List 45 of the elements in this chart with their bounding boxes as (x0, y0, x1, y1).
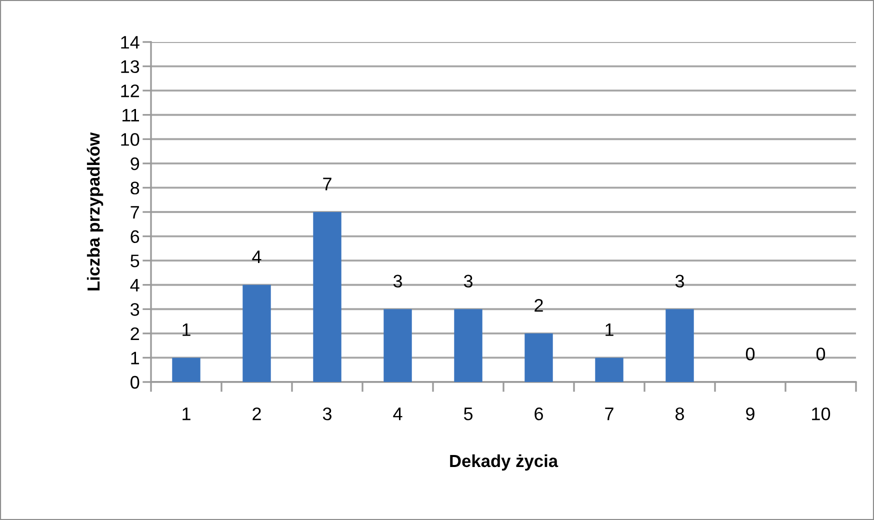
x-tick-label: 3 (322, 407, 332, 420)
data-label: 1 (182, 323, 190, 336)
y-tick-label: 7 (130, 206, 139, 219)
x-tick-label: 2 (252, 407, 261, 420)
y-tick-label: 2 (130, 327, 139, 340)
y-tick-label: 12 (121, 84, 139, 98)
bar (524, 333, 553, 382)
y-tick-label: 6 (130, 230, 140, 244)
data-label: 4 (252, 250, 262, 264)
data-label: 0 (816, 348, 826, 360)
x-tick-label: 9 (746, 407, 754, 420)
y-tick-label: 13 (121, 60, 140, 74)
data-label: 7 (323, 178, 332, 190)
x-tick-label: 7 (605, 408, 614, 420)
y-axis-title: Liczba przypadków (86, 132, 104, 290)
y-tick-label: 0 (130, 376, 140, 389)
x-tick-label: 8 (676, 407, 684, 420)
bar (172, 358, 200, 382)
bar (313, 212, 342, 382)
y-tick-label: 14 (121, 36, 140, 49)
bar (384, 309, 412, 382)
bar (595, 358, 624, 382)
y-tick-label: 5 (130, 254, 140, 268)
data-label: 1 (606, 323, 614, 336)
data-label: 0 (746, 348, 755, 360)
y-tick-label: 9 (130, 157, 140, 170)
bar (242, 284, 271, 382)
x-tick-label: 10 (812, 407, 830, 420)
data-label: 3 (675, 274, 684, 288)
x-tick-label: 1 (182, 408, 190, 420)
y-tick-label: 3 (130, 303, 140, 316)
y-tick-label: 8 (130, 182, 140, 194)
x-tick-label: 6 (534, 407, 543, 420)
y-tick-label: 4 (130, 278, 140, 292)
y-tick-label: 11 (122, 108, 140, 122)
y-tick-label: 1 (131, 352, 140, 364)
data-label: 3 (393, 274, 402, 288)
bar (666, 309, 694, 382)
x-tick-label: 5 (464, 408, 473, 420)
data-label: 2 (534, 299, 543, 312)
y-tick-label: 10 (121, 133, 140, 146)
x-tick-label: 4 (393, 408, 402, 420)
x-axis-title: Dekady życia (450, 454, 558, 471)
bar (454, 309, 482, 382)
data-label: 3 (464, 274, 472, 288)
